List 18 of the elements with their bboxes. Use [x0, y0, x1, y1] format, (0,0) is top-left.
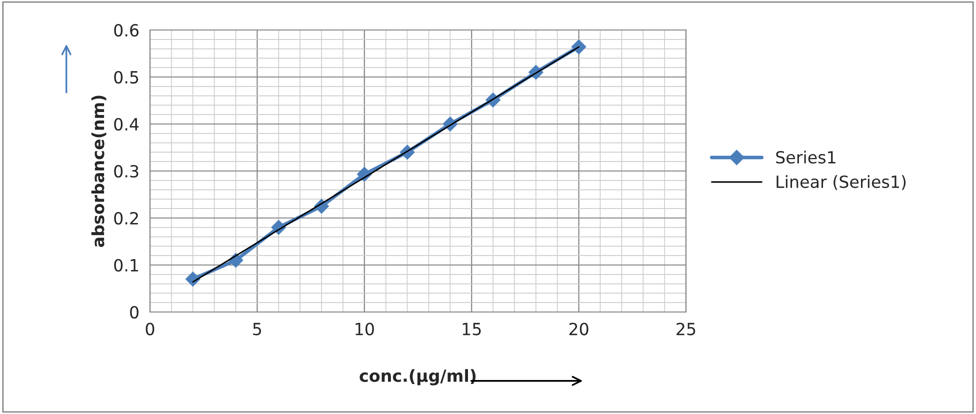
- x-axis-title: conc.(µg/ml): [360, 369, 476, 386]
- y-tick-label: 0: [130, 306, 138, 319]
- x-tick-label: 5: [253, 322, 262, 336]
- x-tick-label: 25: [676, 322, 696, 336]
- legend-label: Linear (Series1): [776, 175, 906, 190]
- x-tick-label: 20: [569, 322, 588, 336]
- y-tick-label: 0.1: [114, 258, 138, 272]
- y-tick-label: 0.6: [114, 24, 139, 37]
- point: [571, 40, 586, 54]
- y-tick-label: 0.3: [114, 164, 138, 178]
- x-tick-label: 15: [462, 322, 481, 336]
- x-tick-label: 0: [146, 322, 154, 336]
- y-tick-label: 0.2: [114, 212, 138, 225]
- x-tick-label: 10: [356, 322, 374, 336]
- y-axis-title: absorbance(nm): [91, 96, 106, 248]
- legend-label: Series1: [776, 150, 836, 164]
- y-tick-label: 0.5: [114, 70, 138, 84]
- y-tick-label: 0.4: [114, 118, 139, 131]
